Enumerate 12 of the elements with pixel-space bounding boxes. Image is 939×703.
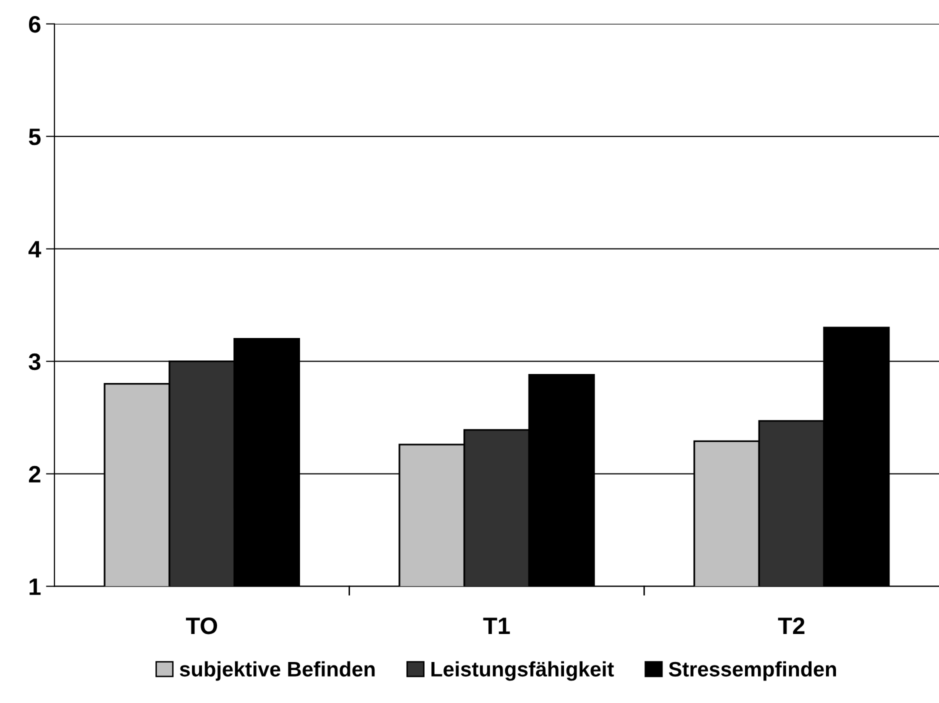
x-tick-label: T1	[483, 618, 510, 634]
legend-label: subjektive Befinden	[180, 661, 375, 681]
y-tick-label: 1	[30, 578, 41, 595]
y-tick-label: 5	[28, 128, 41, 146]
legend-label: Stressempfinden	[668, 661, 836, 681]
y-tick-label: 6	[29, 16, 40, 33]
x-tick-label: TO	[186, 617, 218, 634]
y-tick-label: 4	[28, 241, 42, 258]
x-tick-label: T2	[778, 617, 804, 634]
legend-label: Leistungsfähigkeit	[431, 661, 614, 681]
y-tick-label: 3	[28, 353, 40, 370]
y-tick-label: 2	[28, 466, 40, 482]
